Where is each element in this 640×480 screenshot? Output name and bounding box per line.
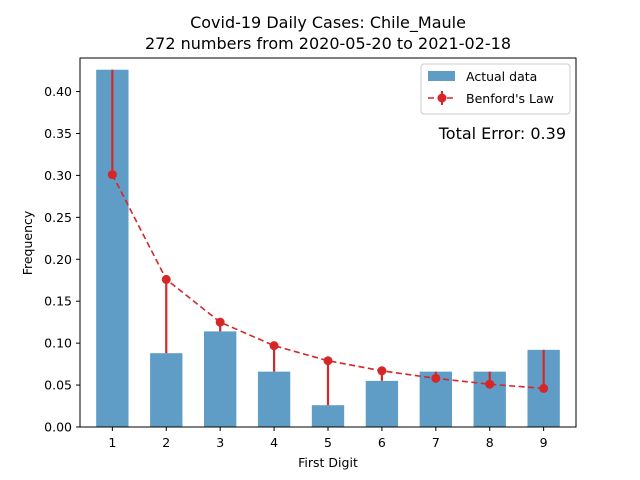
- x-tick-label: 2: [162, 435, 170, 450]
- legend: Actual data Benford's Law: [420, 63, 571, 115]
- y-tick-label: 0.10: [44, 336, 72, 351]
- benford-markers: [107, 170, 549, 393]
- y-axis-ticks: 0.00 0.05 0.10 0.15 0.20 0.25 0.30 0.35 0.40: [44, 84, 80, 435]
- benford-point-digit-1: [107, 170, 117, 180]
- x-tick-label: 1: [108, 435, 116, 450]
- y-tick-label: 0.20: [44, 252, 72, 267]
- bar-digit-6: [365, 380, 399, 427]
- benford-point-digit-6: [377, 366, 387, 376]
- y-tick-label: 0.25: [44, 210, 72, 225]
- x-tick-label: 3: [216, 435, 224, 450]
- y-tick-label: 0.40: [44, 84, 72, 99]
- bar-digit-3: [204, 331, 237, 427]
- benford-point-digit-8: [485, 379, 495, 389]
- legend-label-benford: Benford's Law: [466, 91, 554, 106]
- x-tick-label: 8: [486, 435, 494, 450]
- benford-point-digit-3: [215, 317, 225, 327]
- x-tick-label: 4: [270, 435, 278, 450]
- benford-point-digit-7: [431, 373, 441, 383]
- x-tick-label: 6: [378, 435, 386, 450]
- y-tick-label: 0.05: [44, 378, 72, 393]
- total-error-annotation: Total Error: 0.39: [438, 124, 566, 143]
- legend-bar-swatch: [428, 71, 455, 81]
- benford-line: [111, 174, 544, 390]
- bar-digit-5: [311, 405, 345, 427]
- x-tick-label: 5: [324, 435, 332, 450]
- benford-point-digit-5: [323, 356, 333, 366]
- chart-subtitle: 272 numbers from 2020-05-20 to 2021-02-1…: [145, 34, 511, 53]
- benford-point-digit-9: [539, 383, 549, 393]
- benford-point-digit-2: [161, 274, 171, 284]
- chart-title: Covid-19 Daily Cases: Chile_Maule: [190, 13, 466, 33]
- y-tick-label: 0.35: [44, 126, 72, 141]
- y-axis-label: Frequency: [20, 210, 35, 275]
- x-tick-label: 9: [540, 435, 548, 450]
- y-tick-label: 0.15: [44, 294, 72, 309]
- bar-digit-4: [257, 371, 291, 427]
- legend-box: [420, 63, 571, 115]
- x-axis-label: First Digit: [298, 455, 358, 470]
- benford-point-digit-4: [269, 341, 279, 351]
- y-tick-label: 0.30: [44, 168, 72, 183]
- legend-label-actual: Actual data: [466, 69, 537, 84]
- x-tick-label: 7: [432, 435, 440, 450]
- bar-digit-2: [150, 353, 183, 427]
- x-axis-ticks: 1 2 3 4 5 6 7 8 9: [108, 427, 548, 450]
- y-tick-label: 0.00: [44, 420, 72, 435]
